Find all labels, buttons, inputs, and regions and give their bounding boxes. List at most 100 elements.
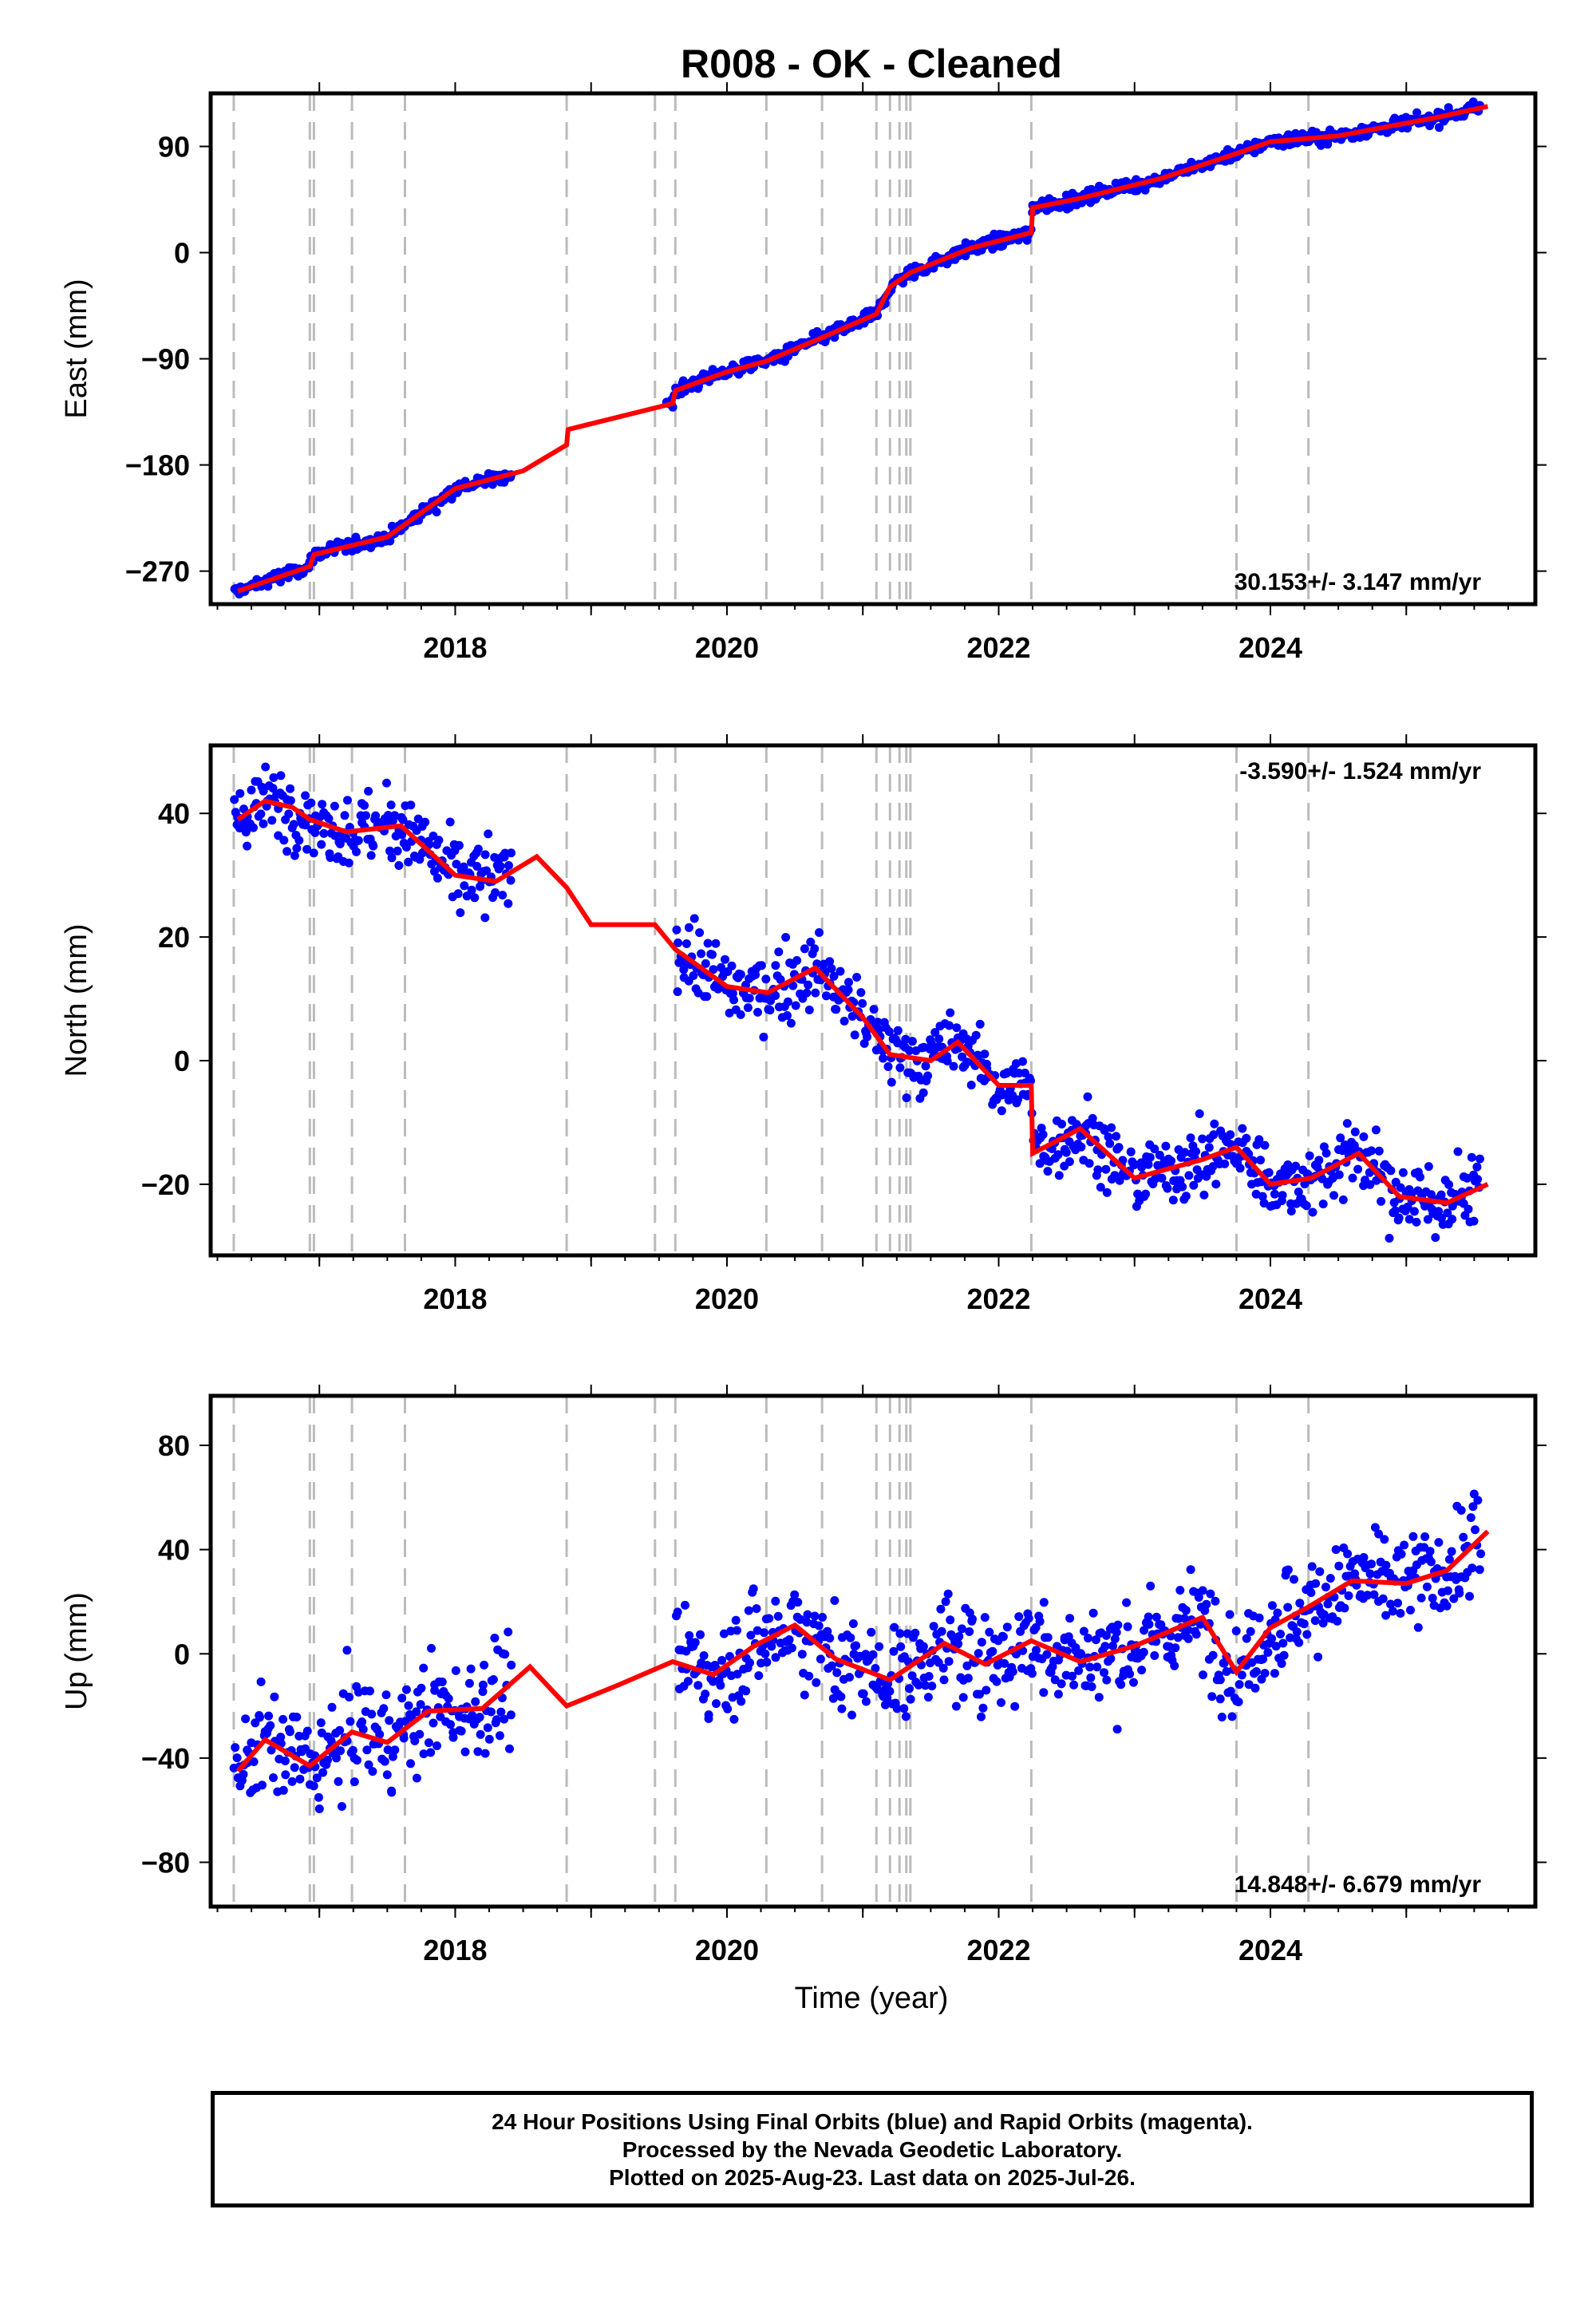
data-point: [346, 1717, 355, 1726]
data-point: [729, 1714, 739, 1724]
data-point: [1106, 1654, 1116, 1663]
data-point: [1334, 1561, 1344, 1571]
data-point: [1317, 1174, 1327, 1184]
data-point: [1054, 1171, 1064, 1180]
data-point: [709, 965, 718, 974]
data-point: [437, 1678, 447, 1686]
data-point: [684, 923, 693, 932]
data-point: [1112, 1725, 1122, 1734]
data-point: [1422, 1582, 1432, 1591]
data-point: [1226, 1686, 1235, 1696]
data-point: [1002, 1622, 1012, 1632]
data-point: [276, 771, 286, 781]
data-point: [1167, 1156, 1176, 1166]
data-point: [1130, 1160, 1140, 1169]
data-point: [1370, 1523, 1380, 1532]
data-point: [958, 1693, 968, 1702]
x-tick-label: 2020: [695, 1282, 759, 1315]
data-point: [962, 1661, 972, 1670]
data-point: [1110, 1634, 1120, 1644]
data-point: [1178, 1182, 1187, 1192]
data-point: [410, 1736, 420, 1745]
data-point: [1270, 1189, 1279, 1199]
data-point: [1013, 1095, 1022, 1105]
data-point: [1206, 1589, 1215, 1599]
data-point: [480, 1749, 490, 1758]
data-point: [419, 1663, 429, 1673]
data-point: [845, 1673, 854, 1682]
data-point: [506, 875, 516, 885]
data-point: [760, 1649, 770, 1658]
data-point: [978, 1703, 988, 1713]
data-point: [327, 1702, 337, 1712]
data-point: [385, 846, 394, 856]
data-point: [270, 1692, 279, 1701]
data-point: [771, 1653, 780, 1662]
data-point: [1254, 1135, 1264, 1144]
figure-title: R008 - OK - Cleaned: [681, 41, 1062, 86]
data-point: [689, 971, 698, 980]
data-point: [884, 1027, 894, 1037]
data-point: [249, 1757, 259, 1766]
data-point: [1306, 1588, 1316, 1598]
data-point: [1102, 1675, 1112, 1685]
data-point: [1469, 1216, 1479, 1226]
data-point: [1199, 1670, 1207, 1680]
y-tick-label: −80: [141, 1846, 190, 1879]
data-point: [1390, 1206, 1400, 1215]
data-point: [1343, 1549, 1353, 1559]
data-point: [1463, 1173, 1472, 1183]
data-point: [895, 1629, 905, 1638]
data-point: [783, 1011, 792, 1020]
data-point: [1314, 1652, 1323, 1662]
data-point: [746, 1630, 756, 1640]
data-point: [1227, 1712, 1237, 1721]
data-point: [484, 829, 493, 839]
data-point: [1412, 108, 1421, 117]
data-point: [1371, 1125, 1381, 1135]
data-point: [1137, 1666, 1147, 1675]
data-point: [1444, 1555, 1454, 1564]
data-point: [918, 1642, 928, 1651]
data-point: [946, 1008, 955, 1018]
data-point: [1105, 1139, 1115, 1148]
data-point: [1299, 1619, 1309, 1629]
data-point: [412, 1707, 421, 1717]
data-point: [482, 866, 491, 875]
data-point: [1126, 1147, 1136, 1156]
data-point: [873, 1685, 883, 1694]
data-point: [292, 1713, 302, 1721]
data-point: [1180, 1148, 1190, 1157]
data-point: [818, 1613, 828, 1622]
data-point: [361, 811, 370, 820]
data-point: [413, 814, 423, 824]
data-point: [1283, 1565, 1293, 1575]
data-point: [473, 844, 483, 854]
data-point: [1267, 1601, 1277, 1611]
data-point: [827, 1661, 836, 1670]
data-point: [825, 957, 835, 966]
data-point: [390, 811, 400, 820]
data-point: [771, 1596, 780, 1606]
data-point: [318, 800, 327, 809]
data-point: [1141, 1189, 1151, 1199]
data-point: [1170, 1661, 1179, 1670]
data-point: [771, 961, 780, 970]
data-point: [859, 1689, 868, 1698]
data-point: [279, 836, 289, 845]
data-point: [1183, 1634, 1193, 1643]
data-point: [1150, 1144, 1159, 1154]
data-point: [1315, 1567, 1325, 1576]
data-point: [406, 800, 416, 810]
data-point: [985, 1627, 994, 1637]
data-point: [754, 1671, 764, 1681]
y-tick-label: 40: [158, 1534, 190, 1567]
data-point: [353, 1756, 361, 1765]
data-point: [1238, 1124, 1247, 1133]
data-point: [1039, 1598, 1049, 1607]
data-point: [741, 1686, 751, 1696]
data-point: [1225, 1610, 1235, 1619]
data-point: [863, 1032, 872, 1041]
data-point: [1102, 1188, 1112, 1197]
data-point: [957, 1624, 966, 1634]
